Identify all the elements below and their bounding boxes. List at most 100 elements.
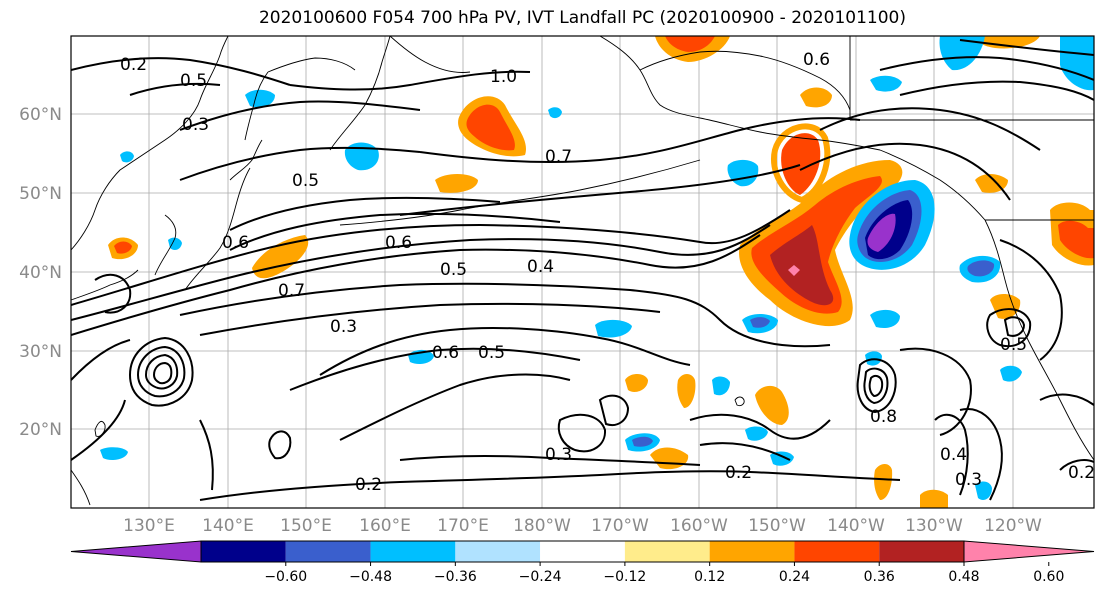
lon-label: 140°W (827, 516, 885, 536)
contour-label: 0.4 (940, 445, 967, 465)
lon-label: 160°E (359, 516, 411, 536)
contour-label: 0.6 (432, 343, 459, 363)
coast-taiwan (94, 420, 106, 437)
pv-contours (71, 39, 1094, 501)
colorbar-segment (285, 541, 371, 562)
contour-label: 0.3 (955, 470, 982, 490)
shade-pos-4-core (114, 241, 132, 254)
map-border (70, 35, 1095, 509)
colorbar-segment (455, 541, 541, 562)
contour-labels: 0.7 0.6 0.5 0.4 0.3 0.6 0.5 0.3 0.2 0.2 … (120, 50, 1095, 495)
colorbar-tick-label: 0.60 (1033, 569, 1064, 585)
coast-siberia (389, 36, 471, 73)
colorbar-tick-label: −0.24 (519, 569, 562, 585)
shade-neg-20 (745, 426, 768, 441)
lon-label: 150°W (748, 516, 806, 536)
contour-label: 0.6 (803, 50, 830, 70)
shade-pos-9 (990, 294, 1021, 319)
contour-label: 1.0 (490, 67, 517, 87)
lon-label: 140°E (202, 516, 254, 536)
colorbar-segment (201, 541, 286, 562)
contour-label: 0.7 (545, 147, 572, 167)
coast-japan (184, 167, 251, 291)
coast-aleutians (339, 159, 701, 226)
shade-pos-14 (874, 464, 893, 500)
colorbar-tick-label: 0.36 (864, 569, 895, 585)
longitude-axis: 130°E 140°E 150°E 160°E 170°E 180°W 170°… (123, 516, 1042, 536)
colorbar-tick-label: 0.24 (779, 569, 810, 585)
coast-alaska-south (699, 117, 881, 151)
colorbar-segment (794, 541, 880, 562)
colorbar-segment (540, 541, 625, 562)
contour-label: 0.3 (182, 115, 209, 135)
coast-alaska-interior (639, 50, 761, 71)
shade-neg-19 (770, 451, 794, 466)
contour-label: 0.2 (120, 55, 147, 75)
ivt-shading (100, 36, 1094, 508)
shade-pos-16 (975, 36, 1040, 49)
contour-label: 0.5 (478, 343, 505, 363)
lon-label: 170°W (591, 516, 649, 536)
contour-label: 0.7 (278, 281, 305, 301)
contour-label: 0.6 (222, 233, 249, 253)
contour-label: 0.5 (292, 171, 319, 191)
shade-pos-7 (677, 374, 696, 408)
shade-pos-13 (975, 174, 1008, 193)
shade-neg-22 (548, 107, 562, 119)
shade-positive-pink (788, 265, 800, 276)
shade-pos-10-core (1058, 220, 1094, 259)
shade-neg-14 (100, 447, 128, 460)
colorbar-segment (624, 541, 710, 562)
coast-canada-north (849, 36, 1094, 121)
colorbar-tick-label: −0.36 (434, 569, 477, 585)
colorbar-extend-high (963, 540, 1095, 563)
coast-bc (879, 149, 986, 221)
colorbar-border (200, 540, 965, 563)
shade-neg-18 (975, 481, 992, 500)
colorbar-tick-label: −0.60 (264, 569, 307, 585)
contour-label: 0.2 (725, 463, 752, 483)
shade-positive-gulf-core (770, 225, 834, 306)
coast-philippines (71, 469, 91, 506)
coast-okhotsk (267, 57, 356, 73)
colorbar-tick-label: −0.48 (349, 569, 392, 585)
coastlines (71, 36, 1094, 506)
lon-label: 120°W (984, 516, 1042, 536)
shade-neg-6 (595, 319, 632, 338)
lat-label: 40°N (19, 263, 62, 283)
lat-label: 20°N (19, 420, 62, 440)
contour-label: 0.2 (1068, 463, 1095, 483)
shade-pos-15 (920, 489, 948, 508)
lat-label: 30°N (19, 342, 62, 362)
coast-yukon (759, 55, 851, 111)
shade-pos-12 (800, 87, 832, 108)
shade-pos-1-core (466, 104, 515, 151)
contour-label: 0.5 (440, 260, 467, 280)
lon-label: 150°E (280, 516, 332, 536)
shade-neg-3 (120, 151, 134, 163)
colorbar-segment (370, 541, 456, 562)
colorbar-tick-label: −0.12 (603, 569, 646, 585)
shade-neg-12 (870, 75, 902, 92)
shade-neg-17 (1000, 365, 1022, 382)
shade-pos-2 (252, 235, 309, 279)
lat-label: 50°N (19, 184, 62, 204)
contour-label: 0.8 (870, 407, 897, 427)
colorbar-tick-label: 0.12 (694, 569, 725, 585)
shade-pos-11-core (665, 36, 715, 52)
shade-positive-north-edge (771, 123, 831, 204)
shade-neg-9-core (750, 317, 770, 328)
coast-west-us (984, 219, 1094, 461)
shade-pos-3 (435, 174, 478, 193)
colorbar-segment (879, 541, 964, 562)
shade-neg-15 (712, 376, 730, 396)
coast-china (71, 269, 139, 301)
contour-label: 0.6 (385, 233, 412, 253)
contour-label: 0.3 (545, 445, 572, 465)
coast-sakhalin (244, 71, 269, 141)
shade-pos-6 (625, 374, 648, 392)
coast-kamchatka (329, 36, 391, 151)
lon-label: 130°E (123, 516, 175, 536)
shade-neg-10 (870, 309, 900, 328)
colorbar-tick-label: 0.48 (948, 569, 979, 585)
